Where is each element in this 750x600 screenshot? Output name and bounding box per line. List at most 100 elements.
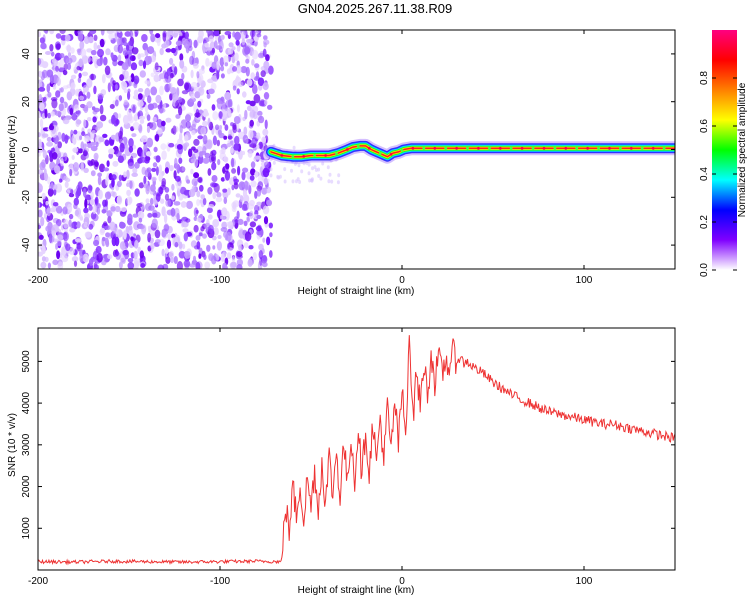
noise-cell bbox=[44, 108, 48, 119]
noise-cell bbox=[61, 246, 67, 256]
noise-cell bbox=[186, 200, 193, 210]
noise-cell bbox=[103, 167, 110, 172]
noise-cell bbox=[134, 188, 140, 197]
signal-peak bbox=[346, 148, 349, 151]
noise-cell bbox=[109, 104, 115, 109]
noise-cell bbox=[54, 110, 62, 116]
noise-cell bbox=[185, 218, 191, 223]
noise-cell bbox=[193, 172, 200, 179]
noise-cell bbox=[90, 49, 97, 56]
noise-cell bbox=[179, 59, 185, 69]
noise-cell bbox=[207, 117, 211, 127]
noise-cell bbox=[51, 98, 58, 109]
noise-cell bbox=[202, 233, 207, 239]
noise-cell bbox=[118, 261, 123, 269]
noise-cell bbox=[66, 189, 71, 195]
noise-cell bbox=[168, 83, 172, 90]
noise-cell bbox=[132, 167, 138, 174]
noise-cell bbox=[263, 35, 268, 41]
noise-cell bbox=[147, 55, 152, 65]
noise-cell bbox=[233, 143, 239, 151]
noise-cell bbox=[66, 203, 73, 214]
noise-cell bbox=[93, 42, 98, 51]
noise-cell bbox=[144, 80, 150, 85]
noise-cell bbox=[249, 30, 256, 38]
noise-cell bbox=[133, 89, 139, 97]
noise-cell bbox=[149, 197, 154, 206]
noise-cell bbox=[203, 112, 207, 118]
noise-cell bbox=[297, 163, 301, 168]
noise-cell bbox=[131, 133, 137, 138]
noise-cell bbox=[165, 117, 172, 123]
snr-y-axis-title: SNR (10 * v/v) bbox=[7, 413, 18, 477]
noise-cell bbox=[174, 241, 179, 248]
noise-cell bbox=[126, 109, 132, 119]
noise-cell bbox=[257, 52, 265, 59]
noise-cell bbox=[136, 203, 143, 208]
signal-peak bbox=[422, 146, 426, 150]
noise-cell bbox=[78, 58, 84, 68]
noise-cell bbox=[224, 62, 229, 67]
noise-cell bbox=[254, 204, 260, 213]
noise-cell bbox=[249, 119, 254, 127]
noise-cell bbox=[91, 129, 96, 135]
noise-cell bbox=[77, 30, 84, 35]
noise-cell bbox=[58, 103, 64, 112]
noise-cell bbox=[79, 253, 84, 263]
noise-cell bbox=[256, 188, 262, 197]
noise-cell bbox=[173, 201, 181, 206]
noise-cell bbox=[138, 182, 145, 189]
noise-cell bbox=[183, 259, 191, 268]
noise-cell bbox=[55, 33, 62, 39]
noise-cell bbox=[125, 44, 130, 51]
noise-cell bbox=[321, 161, 325, 166]
noise-cell bbox=[213, 40, 218, 49]
noise-cell bbox=[227, 221, 234, 230]
noise-cell bbox=[38, 138, 42, 149]
noise-cell bbox=[206, 139, 213, 150]
noise-cell bbox=[119, 241, 126, 250]
noise-cell bbox=[76, 221, 81, 229]
snr-x-tick-label: 100 bbox=[576, 576, 593, 587]
noise-cell bbox=[52, 202, 59, 207]
noise-cell bbox=[296, 177, 300, 182]
noise-cell bbox=[71, 134, 77, 144]
noise-cell bbox=[193, 63, 199, 69]
noise-cell bbox=[267, 104, 273, 110]
noise-cell bbox=[206, 30, 212, 35]
noise-cell bbox=[102, 133, 108, 138]
noise-cell bbox=[211, 104, 216, 111]
noise-cell bbox=[206, 93, 211, 99]
noise-cell bbox=[337, 173, 341, 178]
noise-cell bbox=[96, 203, 101, 209]
noise-cell bbox=[139, 115, 146, 120]
noise-cell bbox=[134, 161, 140, 169]
noise-cell bbox=[99, 114, 107, 122]
noise-cell bbox=[186, 179, 191, 184]
noise-cell bbox=[202, 197, 207, 206]
noise-cell bbox=[154, 229, 161, 239]
noise-cell bbox=[49, 150, 53, 158]
noise-cell bbox=[94, 198, 98, 204]
noise-cell bbox=[152, 162, 158, 168]
noise-cell bbox=[55, 65, 59, 72]
noise-cell bbox=[59, 96, 65, 104]
noise-cell bbox=[223, 55, 229, 64]
signal-peak bbox=[651, 146, 655, 150]
signal-peak bbox=[564, 146, 568, 150]
noise-cell bbox=[41, 245, 46, 255]
noise-cell bbox=[246, 78, 253, 87]
noise-cell bbox=[159, 48, 164, 56]
noise-cell bbox=[268, 222, 273, 229]
noise-cell bbox=[72, 112, 77, 121]
signal-peak bbox=[313, 154, 316, 157]
noise-cell bbox=[93, 264, 99, 269]
noise-cell bbox=[237, 218, 244, 225]
noise-cell bbox=[172, 125, 177, 135]
noise-cell bbox=[197, 177, 203, 183]
noise-cell bbox=[220, 253, 225, 263]
noise-cell bbox=[52, 259, 59, 266]
noise-cell bbox=[39, 37, 46, 44]
noise-cell bbox=[73, 260, 78, 267]
noise-cell bbox=[204, 261, 211, 269]
